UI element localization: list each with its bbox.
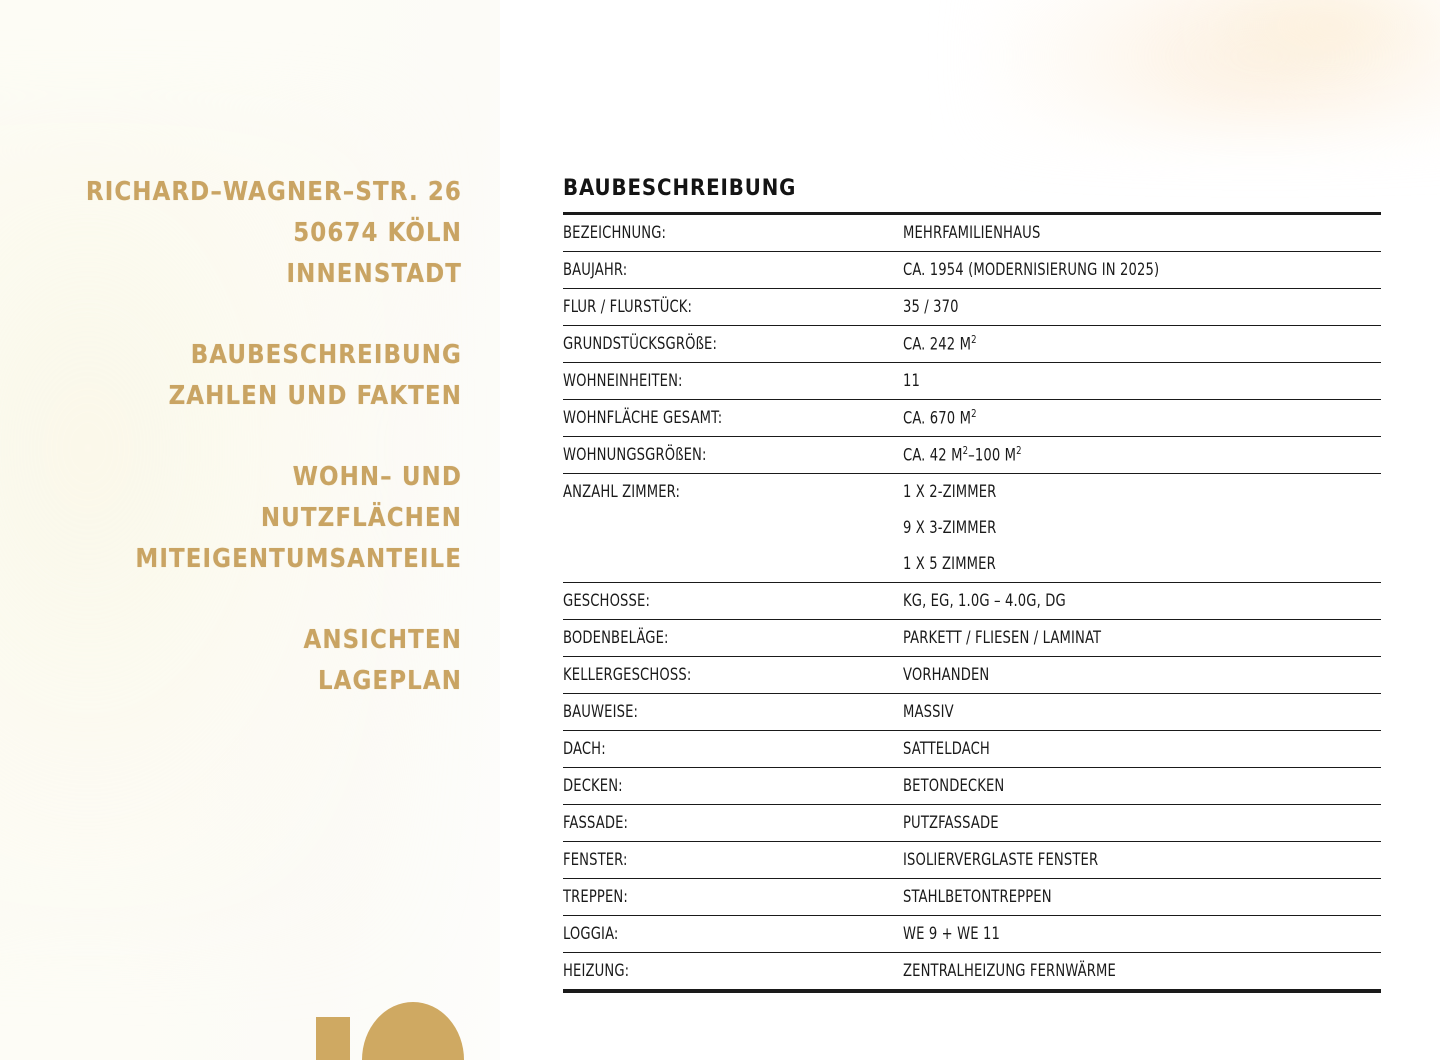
table-row-label: BAUWEISE:: [563, 702, 639, 722]
table-row-value: CA. 670 M2: [903, 407, 977, 429]
table-row: KELLERGESCHOSS: VORHANDEN: [563, 657, 1381, 694]
table-row-label: LOGGIA:: [563, 924, 619, 944]
table-row-value: 35 / 370: [903, 297, 959, 317]
table-row-value: CA. 242 M2: [903, 333, 977, 355]
table-row: BAUJAHR: CA. 1954 (MODERNISIERUNG IN 2025…: [563, 252, 1381, 289]
sidebar-heading-line: ZAHLEN UND FAKTEN: [168, 381, 462, 411]
table-row: GRUNDSTÜCKSGRÖßE: CA. 242 M2: [563, 326, 1381, 363]
building-spec-table: BEZEICHNUNG: MEHRFAMILIENHAUS BAUJAHR: CA. …: [563, 212, 1381, 993]
table-row: 1 X 5 ZIMMER: [563, 546, 1381, 583]
table-row: DECKEN: BETONDECKEN: [563, 768, 1381, 805]
table-row: BEZEICHNUNG: MEHRFAMILIENHAUS: [563, 215, 1381, 252]
table-row-value: WE 9 + WE 11: [903, 924, 1001, 944]
table-row-label: FASSADE:: [563, 813, 629, 833]
table-row: BAUWEISE: MASSIV: [563, 694, 1381, 731]
table-row-label: ANZAHL ZIMMER:: [563, 482, 681, 502]
top-right-warm-wash-secondary: [1180, 0, 1440, 90]
sidebar-heading-line: NUTZFLÄCHEN: [260, 503, 462, 533]
table-row: FASSADE: PUTZFASSADE: [563, 805, 1381, 842]
sidebar-group: ANSICHTEN LAGEPLAN: [0, 620, 462, 702]
table-row: BODENBELÄGE: PARKETT / FLIESEN / LAMINAT: [563, 620, 1381, 657]
table-row-value: 11: [903, 371, 920, 391]
top-right-warm-wash: [980, 0, 1440, 140]
table-row-value: KG, EG, 1.0G – 4.0G, DG: [903, 591, 1066, 611]
page-title: BAUBESCHREIBUNG: [563, 176, 797, 201]
sidebar-heading-line: ANSICHTEN: [303, 625, 462, 655]
sidebar-heading-line: INNENSTADT: [286, 259, 462, 289]
table-row-value: BETONDECKEN: [903, 776, 1005, 796]
table-row-label: BAUJAHR:: [563, 260, 628, 280]
table-row: GESCHOSSE: KG, EG, 1.0G – 4.0G, DG: [563, 583, 1381, 620]
table-row: LOGGIA: WE 9 + WE 11: [563, 916, 1381, 953]
table-row-label: WOHNFLÄCHE GESAMT:: [563, 408, 723, 428]
table-row: WOHNFLÄCHE GESAMT: CA. 670 M2: [563, 400, 1381, 437]
sidebar-heading-line: MITEIGENTUMSANTEILE: [135, 544, 462, 574]
table-row: 9 X 3-ZIMMER: [563, 510, 1381, 546]
table-row-label: DECKEN:: [563, 776, 623, 796]
table-row: WOHNEINHEITEN: 11: [563, 363, 1381, 400]
sidebar-headings: RICHARD–WAGNER–STR. 26 50674 KÖLN INNENSTA…: [0, 172, 462, 702]
sidebar-heading-line: RICHARD–WAGNER–STR. 26: [85, 177, 462, 207]
table-row-label: BEZEICHNUNG:: [563, 223, 667, 243]
table-row-label: GESCHOSSE:: [563, 591, 651, 611]
table-row-value: 1 X 5 ZIMMER: [903, 554, 996, 574]
table-row-label: BODENBELÄGE:: [563, 628, 669, 648]
sidebar-group: WOHN– UND NUTZFLÄCHEN MITEIGENTUMSANTEILE: [0, 457, 462, 580]
table-row-value: MEHRFAMILIENHAUS: [903, 223, 1041, 243]
table-row-label: TREPPEN:: [563, 887, 628, 907]
table-row-value: VORHANDEN: [903, 665, 990, 685]
sidebar-group: RICHARD–WAGNER–STR. 26 50674 KÖLN INNENSTA…: [0, 172, 462, 295]
table-row-value: 9 X 3-ZIMMER: [903, 518, 997, 538]
table-row: FLUR / FLURSTÜCK: 35 / 370: [563, 289, 1381, 326]
table-row-value: MASSIV: [903, 702, 954, 722]
table-row-value: CA. 42 M2–100 M2: [903, 444, 1022, 466]
table-row-value: STAHLBETONTREPPEN: [903, 887, 1052, 907]
gold-bar-shape: [316, 1017, 350, 1060]
sidebar-heading-line: 50674 KÖLN: [293, 218, 462, 248]
sidebar-heading-line: LAGEPLAN: [317, 666, 462, 696]
table-row: ANZAHL ZIMMER: 1 X 2-ZIMMER: [563, 474, 1381, 510]
sidebar-heading-line: BAUBESCHREIBUNG: [190, 340, 462, 370]
table-row: HEIZUNG: ZENTRALHEIZUNG FERNWÄRME: [563, 953, 1381, 989]
table-row-value: ISOLIERVERGLASTE FENSTER: [903, 850, 1099, 870]
table-row-label: FENSTER:: [563, 850, 628, 870]
table-row-value: SATTELDACH: [903, 739, 990, 759]
table-row-label: DACH:: [563, 739, 606, 759]
table-row: WOHNUNGSGRÖßEN: CA. 42 M2–100 M2: [563, 437, 1381, 474]
sidebar-group: BAUBESCHREIBUNG ZAHLEN UND FAKTEN: [0, 335, 462, 417]
table-row-value: PARKETT / FLIESEN / LAMINAT: [903, 628, 1102, 648]
table-row: TREPPEN: STAHLBETONTREPPEN: [563, 879, 1381, 916]
table-row-label: GRUNDSTÜCKSGRÖßE:: [563, 334, 718, 354]
table-row-value: CA. 1954 (MODERNISIERUNG IN 2025): [903, 260, 1160, 280]
table-row-value: ZENTRALHEIZUNG FERNWÄRME: [903, 961, 1116, 981]
table-row: DACH: SATTELDACH: [563, 731, 1381, 768]
sidebar-heading-line: WOHN– UND: [292, 462, 462, 492]
table-row-label: WOHNUNGSGRÖßEN:: [563, 445, 707, 465]
table-row-value: 1 X 2-ZIMMER: [903, 482, 997, 502]
table-row: FENSTER: ISOLIERVERGLASTE FENSTER: [563, 842, 1381, 879]
table-row-label: HEIZUNG:: [563, 961, 630, 981]
table-row-label: KELLERGESCHOSS:: [563, 665, 692, 685]
table-row-label: WOHNEINHEITEN:: [563, 371, 683, 391]
table-row-label: FLUR / FLURSTÜCK:: [563, 297, 693, 317]
table-row-value: PUTZFASSADE: [903, 813, 999, 833]
